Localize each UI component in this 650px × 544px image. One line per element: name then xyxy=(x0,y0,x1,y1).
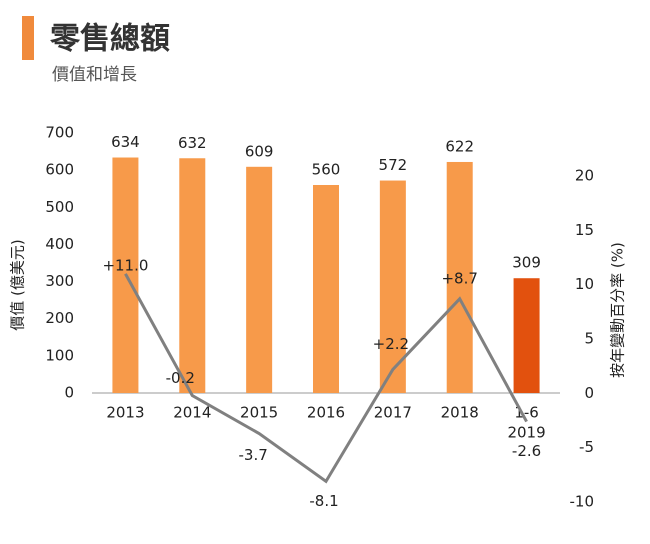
bar xyxy=(179,158,206,393)
x-tick-label: 2018 xyxy=(441,404,479,422)
y2-tick-label: -5 xyxy=(579,438,594,456)
line-value-label: +11.0 xyxy=(102,256,148,274)
y2-tick-label: 10 xyxy=(575,275,594,293)
x-tick-label: 2017 xyxy=(374,404,412,422)
line-value-label: +2.2 xyxy=(373,335,409,353)
bar-value-label: 632 xyxy=(178,134,207,152)
bar-value-label: 634 xyxy=(111,133,140,151)
y-tick-label: 500 xyxy=(45,198,74,216)
line-value-label: -3.7 xyxy=(239,446,268,464)
y2-tick-label: 5 xyxy=(584,330,594,348)
x-tick-label: 2015 xyxy=(240,404,278,422)
y-tick-label: 400 xyxy=(45,235,74,253)
growth-line xyxy=(124,273,528,484)
y-tick-label: 300 xyxy=(45,272,74,290)
line-value-label: +8.7 xyxy=(441,269,477,287)
bar-value-label: 572 xyxy=(379,156,408,174)
y-tick-label: 100 xyxy=(45,346,74,364)
bar xyxy=(513,278,540,393)
title-accent xyxy=(22,16,34,60)
bar-value-label: 560 xyxy=(312,161,341,179)
y2-tick-label: -10 xyxy=(570,493,595,511)
y2-tick-label: 15 xyxy=(575,221,594,239)
x-tick-label: 2014 xyxy=(173,404,211,422)
bar xyxy=(446,161,473,393)
y-tick-label: 600 xyxy=(45,161,74,179)
y-axis-title: 價值 (億美元) xyxy=(9,239,27,330)
y-tick-label: 700 xyxy=(45,124,74,142)
bar xyxy=(246,166,273,393)
x-tick-label: 2013 xyxy=(106,404,144,422)
y2-axis-title: 按年變動百分率 (%) xyxy=(609,242,627,378)
chart-title: 零售總額 xyxy=(50,22,170,57)
y2-tick-label: 0 xyxy=(584,384,594,402)
line-value-label: -8.1 xyxy=(309,492,338,510)
bar-value-label: 622 xyxy=(445,137,474,155)
bar-value-label: 609 xyxy=(245,142,274,160)
bar xyxy=(379,180,406,393)
y-tick-label: 0 xyxy=(64,384,74,402)
chart-subtitle: 價值和增長 xyxy=(52,65,137,85)
line-value-label: -0.2 xyxy=(166,369,195,387)
x-tick-label: 2016 xyxy=(307,404,345,422)
bar-value-label: 309 xyxy=(512,254,541,272)
x-tick-label: 2019 xyxy=(507,424,545,442)
y-tick-label: 200 xyxy=(45,309,74,327)
y2-tick-label: 20 xyxy=(575,167,594,185)
bar xyxy=(313,185,339,393)
line-value-label: -2.6 xyxy=(512,442,541,460)
